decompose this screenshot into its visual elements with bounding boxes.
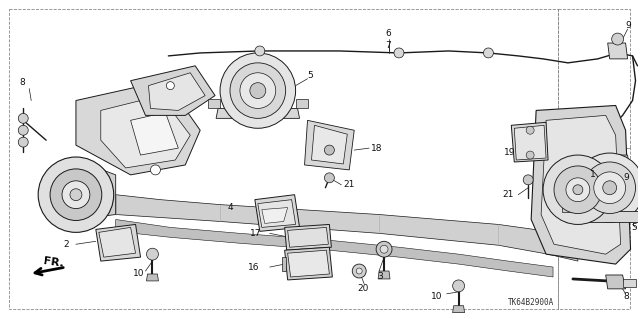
Polygon shape [541, 115, 621, 254]
Text: 17: 17 [250, 229, 261, 238]
Circle shape [543, 155, 612, 225]
Circle shape [255, 46, 265, 56]
Polygon shape [148, 73, 205, 110]
Polygon shape [258, 200, 296, 227]
Text: 19: 19 [504, 148, 516, 157]
Polygon shape [131, 112, 179, 155]
Circle shape [19, 114, 28, 123]
Circle shape [612, 33, 623, 45]
Polygon shape [531, 106, 630, 264]
Polygon shape [216, 108, 300, 118]
Polygon shape [208, 99, 220, 108]
Text: 8: 8 [623, 292, 629, 301]
Text: 16: 16 [248, 263, 259, 271]
Circle shape [240, 73, 276, 108]
Text: 10: 10 [431, 292, 442, 301]
Circle shape [250, 83, 266, 99]
Polygon shape [287, 250, 330, 277]
Text: 21: 21 [343, 180, 355, 189]
Polygon shape [262, 208, 287, 223]
Circle shape [603, 181, 616, 195]
Text: 9: 9 [623, 173, 629, 182]
Text: TK64B2900A: TK64B2900A [508, 298, 554, 307]
Polygon shape [116, 219, 553, 277]
Polygon shape [511, 122, 548, 162]
Circle shape [394, 48, 404, 58]
Circle shape [483, 48, 493, 58]
Circle shape [150, 165, 161, 175]
Text: 8: 8 [19, 78, 25, 87]
Polygon shape [147, 274, 159, 281]
Circle shape [526, 126, 534, 134]
Polygon shape [255, 195, 300, 231]
Circle shape [220, 53, 296, 128]
Polygon shape [305, 120, 354, 170]
Polygon shape [452, 306, 465, 313]
Circle shape [50, 169, 102, 220]
Circle shape [566, 178, 590, 202]
Circle shape [38, 157, 114, 232]
Text: 2: 2 [63, 240, 68, 249]
Text: 9: 9 [625, 21, 631, 30]
Circle shape [452, 280, 465, 292]
Text: 20: 20 [357, 284, 369, 293]
Circle shape [573, 185, 583, 195]
Text: 10: 10 [132, 270, 144, 278]
Circle shape [575, 153, 640, 222]
Circle shape [380, 245, 388, 253]
Polygon shape [623, 279, 636, 287]
Circle shape [352, 264, 366, 278]
Circle shape [324, 145, 334, 155]
Polygon shape [608, 43, 628, 59]
Text: 18: 18 [371, 144, 383, 152]
Polygon shape [282, 257, 285, 271]
Polygon shape [605, 155, 630, 168]
Text: 4: 4 [228, 203, 234, 212]
Circle shape [62, 181, 90, 209]
Text: 7: 7 [385, 41, 391, 49]
Text: 6: 6 [385, 29, 391, 38]
Circle shape [230, 63, 285, 118]
Polygon shape [76, 160, 116, 219]
Polygon shape [285, 225, 332, 250]
Circle shape [70, 189, 82, 201]
Polygon shape [378, 271, 390, 279]
Polygon shape [131, 66, 215, 115]
Circle shape [356, 268, 362, 274]
Circle shape [610, 169, 621, 181]
Circle shape [376, 241, 392, 257]
Circle shape [147, 248, 159, 260]
Polygon shape [566, 211, 640, 222]
Circle shape [554, 166, 602, 213]
Polygon shape [562, 203, 572, 211]
Circle shape [594, 172, 625, 204]
Polygon shape [285, 247, 332, 280]
Text: 21: 21 [502, 190, 514, 199]
Polygon shape [96, 225, 141, 261]
Polygon shape [515, 125, 546, 160]
Circle shape [584, 162, 636, 213]
Polygon shape [605, 275, 625, 289]
Text: 5: 5 [308, 71, 313, 80]
Text: 1: 1 [590, 170, 596, 179]
Polygon shape [312, 125, 348, 164]
Polygon shape [287, 227, 328, 247]
Circle shape [526, 151, 534, 159]
Polygon shape [296, 99, 308, 108]
Polygon shape [99, 227, 136, 257]
Circle shape [524, 175, 533, 185]
Text: 3: 3 [377, 272, 383, 281]
Circle shape [324, 173, 334, 183]
Text: FR.: FR. [42, 256, 64, 269]
Polygon shape [116, 195, 578, 261]
Circle shape [19, 137, 28, 147]
Circle shape [166, 82, 174, 90]
Circle shape [19, 125, 28, 135]
Text: 5: 5 [632, 223, 637, 232]
Polygon shape [76, 81, 200, 175]
Polygon shape [100, 96, 190, 168]
